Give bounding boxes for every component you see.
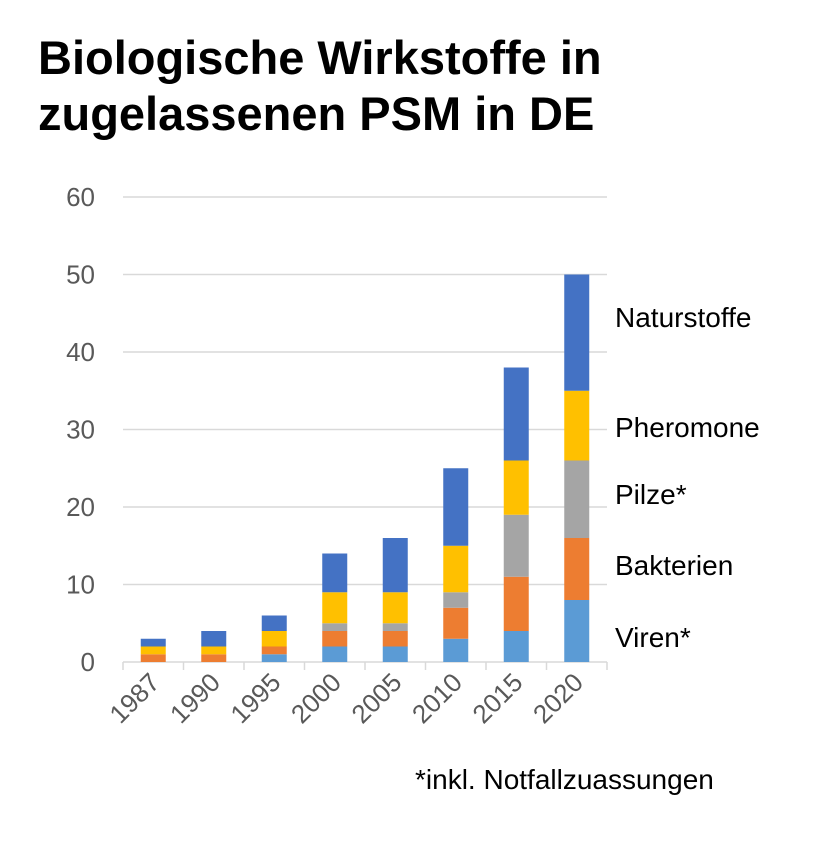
bar-segment-naturstoffe xyxy=(140,638,166,647)
y-tick-label: 60 xyxy=(66,182,95,212)
y-tick-label: 50 xyxy=(66,260,95,290)
bar-segment-pheromone xyxy=(261,631,287,647)
bar-segment-bakterien xyxy=(443,607,469,639)
bar-segment-naturstoffe xyxy=(261,615,287,631)
bar-segment-naturstoffe xyxy=(503,367,529,461)
x-tick-label: 2000 xyxy=(285,667,347,729)
bar-segment-bakterien xyxy=(322,631,348,647)
x-tick-label: 2020 xyxy=(527,667,589,729)
bar-segment-bakterien xyxy=(201,654,227,662)
y-tick-label: 20 xyxy=(66,492,95,522)
y-tick-label: 0 xyxy=(81,647,95,677)
bar-segment-viren xyxy=(261,654,287,662)
bar-segment-viren xyxy=(564,600,590,662)
legend-label: Naturstoffe xyxy=(615,302,751,333)
x-tick-label: 1995 xyxy=(224,667,286,729)
legend-label: Viren* xyxy=(615,622,691,653)
y-tick-label: 40 xyxy=(66,337,95,367)
bar-segment-pilze xyxy=(564,460,590,538)
x-tick-label: 2015 xyxy=(466,667,528,729)
bar-segment-naturstoffe xyxy=(382,538,408,593)
y-tick-label: 30 xyxy=(66,415,95,445)
legend-label: Bakterien xyxy=(615,550,733,581)
legend-label: Pilze* xyxy=(615,479,687,510)
bar-segment-naturstoffe xyxy=(564,274,590,391)
bar-segment-pheromone xyxy=(564,390,590,461)
bar-segment-naturstoffe xyxy=(201,631,227,647)
bar-segment-bakterien xyxy=(140,654,166,662)
bar-segment-pheromone xyxy=(201,646,227,655)
bar-segment-naturstoffe xyxy=(443,468,469,546)
bar-segment-pilze xyxy=(322,623,348,631)
bar-segment-viren xyxy=(443,638,469,662)
bar-segment-bakterien xyxy=(261,646,287,655)
bar-segment-bakterien xyxy=(564,538,590,600)
x-tick-label: 2010 xyxy=(406,667,468,729)
bar-segment-pilze xyxy=(382,623,408,631)
x-tick-label: 1987 xyxy=(103,667,165,729)
bar-segment-viren xyxy=(382,646,408,662)
y-tick-label: 10 xyxy=(66,570,95,600)
bar-segment-pheromone xyxy=(443,545,469,593)
bar-segment-bakterien xyxy=(382,631,408,647)
bar-segment-pheromone xyxy=(382,592,408,624)
footnote: *inkl. Notfallzuassungen xyxy=(415,764,714,795)
bar-segment-naturstoffe xyxy=(322,553,348,593)
chart-title: Biologische Wirkstoffe in zugelassenen P… xyxy=(38,31,602,140)
x-tick-label: 2005 xyxy=(345,667,407,729)
bar-segment-pheromone xyxy=(322,592,348,624)
bar-segment-viren xyxy=(503,631,529,662)
bar-segment-pilze xyxy=(503,514,529,577)
x-tick-label: 1990 xyxy=(164,667,226,729)
bar-segment-pilze xyxy=(443,592,469,608)
bar-segment-pheromone xyxy=(503,460,529,515)
bar-segment-pheromone xyxy=(140,646,166,655)
bar-segment-bakterien xyxy=(503,576,529,631)
bar-segment-viren xyxy=(322,646,348,662)
legend-label: Pheromone xyxy=(615,412,760,443)
